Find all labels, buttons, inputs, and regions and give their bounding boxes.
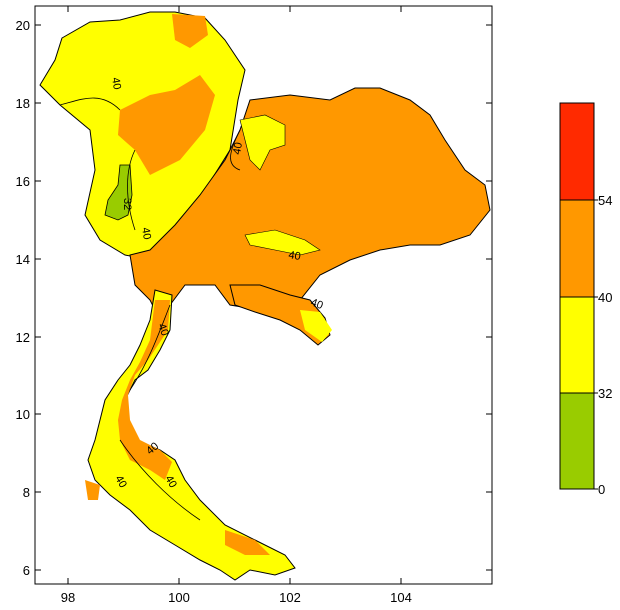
x-tick-label-100: 100 [168,590,190,605]
legend-label-40: 40 [598,290,612,305]
contour-label: 40 [231,141,245,155]
legend-swatch-over-54 [559,102,595,201]
y-tick-label-10: 10 [16,407,30,422]
contour-label: 40 [162,474,179,491]
region-northeast-central [129,87,491,321]
y-tick-label-6: 6 [23,563,30,578]
y-tick-label-20: 20 [16,18,30,33]
x-tick-label-102: 102 [279,590,301,605]
contour-lines [59,97,241,521]
legend-label-32: 32 [598,386,612,401]
y-tick-label-8: 8 [23,485,30,500]
orange-south-1 [118,300,172,480]
x-tick-label-98: 98 [61,590,75,605]
contour-label: 40 [309,297,325,312]
axis-ticks [35,6,492,584]
contour-label: 40 [109,76,123,90]
y-tick-label-12: 12 [16,330,30,345]
orange-lobe-north [118,75,215,175]
orange-south-2 [225,530,270,555]
legend-swatch-0-32 [559,392,595,490]
contour-label: 32 [121,198,133,210]
y-tick-label-18: 18 [16,96,30,111]
yellow-patch-2 [239,114,286,171]
legend-label-54: 54 [598,193,612,208]
yellow-patch-1 [244,229,321,256]
yellow-east-coast [300,310,332,342]
contour-label: 40 [112,474,129,491]
y-tick-label-16: 16 [16,174,30,189]
y-tick-label-14: 14 [16,252,30,267]
orange-lobe-top [172,14,208,48]
legend-label-0: 0 [598,482,605,497]
legend: 54 40 32 0 [559,102,612,497]
contour-label: 40 [287,249,301,263]
contour-label: 40 [139,226,153,240]
orange-south-3 [85,480,100,500]
x-tick-label-104: 104 [390,590,412,605]
legend-swatch-32-40 [559,296,595,394]
contour-label: 40 [155,322,170,338]
legend-swatch-40-54 [559,199,595,298]
green-patch [104,164,133,221]
